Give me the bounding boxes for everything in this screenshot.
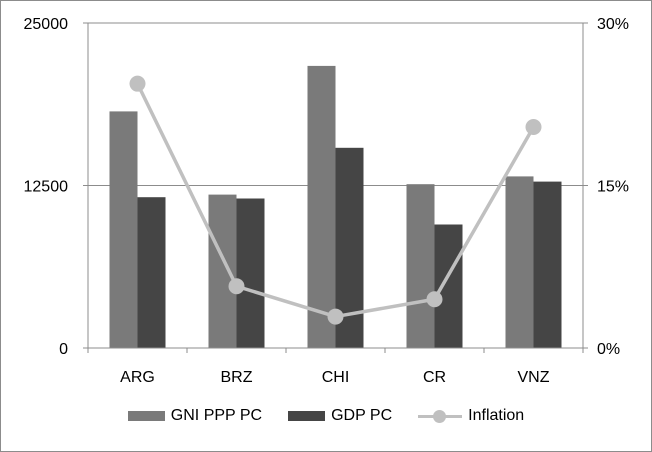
legend-item-inflation: Inflation <box>418 407 524 425</box>
legend: GNI PPP PC GDP PC Inflation <box>0 407 652 425</box>
legend-item-gdp: GDP PC <box>288 407 392 425</box>
y2-tick-label: 30% <box>597 16 629 33</box>
inflation-point <box>327 308 344 325</box>
bar-gni-ppp-pc <box>208 194 237 348</box>
inflation-point <box>426 291 443 308</box>
bar-gni-ppp-pc <box>505 176 534 348</box>
y-tick-label: 12500 <box>24 179 69 196</box>
bars <box>109 65 562 349</box>
legend-item-gni: GNI PPP PC <box>127 407 263 425</box>
legend-label-inflation: Inflation <box>468 407 525 424</box>
x-tick-label: CHI <box>322 369 350 386</box>
inflation-point <box>525 119 542 135</box>
inflation-point <box>129 75 146 92</box>
bar-gdp-pc <box>434 224 463 348</box>
bar-gdp-pc <box>137 197 166 348</box>
y2-tick-label: 15% <box>597 179 629 196</box>
y2-tick-label: 0% <box>597 341 620 358</box>
inflation-line <box>129 75 542 325</box>
bar-gdp-pc <box>236 198 265 348</box>
y-tick-label: 0 <box>59 341 68 358</box>
legend-swatch-gni <box>127 411 165 421</box>
bar-gdp-pc <box>533 181 562 348</box>
bar-gni-ppp-pc <box>406 184 435 348</box>
legend-label-gdp: GDP PC <box>331 407 393 424</box>
bar-gni-ppp-pc <box>307 65 336 349</box>
y-tick-label: 25000 <box>24 16 69 33</box>
legend-label-gni: GNI PPP PC <box>170 407 263 424</box>
bar-gni-ppp-pc <box>109 111 138 349</box>
x-tick-label: BRZ <box>221 369 253 386</box>
legend-swatch-gdp <box>288 411 326 421</box>
x-tick-label: VNZ <box>518 369 550 386</box>
inflation-point <box>228 278 245 295</box>
x-tick-label: CR <box>423 369 446 386</box>
x-tick-label: ARG <box>120 369 155 386</box>
tick-labels: 0 12500 25000 0% 15% 30% ARG BRZ CHI CR VNZ <box>24 16 630 386</box>
axes <box>83 22 588 353</box>
legend-swatch-inflation <box>418 410 463 423</box>
